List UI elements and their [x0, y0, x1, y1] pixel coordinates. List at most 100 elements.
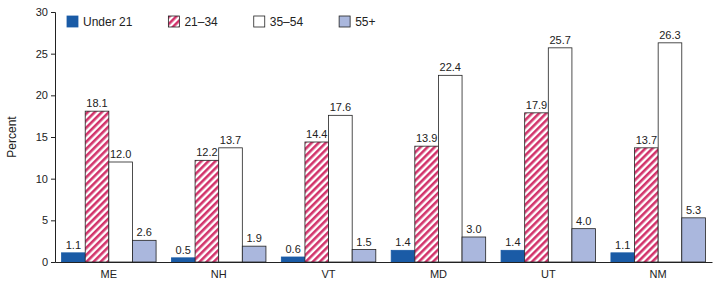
data-label: 1.1	[615, 239, 630, 251]
y-tick-label: 0	[42, 256, 48, 268]
x-tick-label: NM	[650, 268, 667, 280]
x-tick-label: VT	[322, 268, 336, 280]
x-tick-label: NH	[211, 268, 227, 280]
y-tick-label: 10	[36, 173, 48, 185]
data-label: 12.0	[110, 148, 131, 160]
data-label: 13.7	[636, 134, 657, 146]
x-tick: NM	[650, 268, 667, 280]
y-axis: 0 5 10 15 20 25 30	[36, 6, 56, 268]
data-label: 0.6	[285, 243, 300, 255]
bar	[281, 257, 305, 262]
x-tick-label: UT	[541, 268, 556, 280]
x-tick: NH	[211, 268, 227, 280]
legend-swatch	[339, 16, 350, 27]
legend-label: 21–34	[184, 15, 218, 29]
bar	[352, 250, 376, 263]
bar	[391, 250, 415, 262]
data-label: 12.2	[196, 146, 217, 158]
data-label: 1.4	[505, 236, 520, 248]
legend: Under 21 21–34 35–54 55+	[67, 15, 375, 29]
y-tick-mark	[51, 12, 55, 13]
bar	[109, 162, 133, 262]
y-tick: 20	[36, 89, 55, 101]
data-label: 1.9	[246, 232, 261, 244]
bar	[62, 253, 86, 262]
y-tick: 0	[42, 256, 55, 268]
bar	[635, 148, 659, 262]
bar	[132, 240, 156, 262]
legend-label: 55+	[355, 15, 375, 29]
data-label: 4.0	[576, 215, 591, 227]
data-label: 13.7	[220, 134, 241, 146]
x-tick: ME	[101, 268, 118, 280]
legend-label: 35–54	[270, 15, 304, 29]
bars	[62, 43, 706, 262]
y-tick-label: 15	[36, 131, 48, 143]
bar	[438, 75, 462, 262]
chart: 1.1 0.5 0.6 1.4 1.4 1.1 18.1 12.2 14.4 13.9 17.9 13…	[0, 0, 720, 301]
data-label: 25.7	[549, 34, 570, 46]
y-tick-mark	[51, 262, 55, 263]
data-label: 1.1	[66, 239, 81, 251]
data-label: 0.5	[176, 244, 191, 256]
data-label: 17.9	[526, 99, 547, 111]
data-label: 18.1	[86, 97, 107, 109]
data-label: 3.0	[466, 223, 481, 235]
data-label: 13.9	[416, 132, 437, 144]
y-axis-title: Percent	[5, 116, 19, 158]
bar	[572, 229, 596, 262]
data-labels: 1.1 0.5 0.6 1.4 1.4 1.1 18.1 12.2 14.4 13.9 17.9 13…	[66, 29, 701, 256]
bar	[85, 111, 109, 262]
x-tick: VT	[322, 268, 336, 280]
bar	[525, 113, 549, 262]
data-label: 1.5	[356, 236, 371, 248]
bar	[219, 148, 243, 262]
y-tick: 25	[36, 48, 55, 60]
bar	[329, 115, 353, 262]
data-label: 1.4	[395, 236, 410, 248]
bar	[305, 142, 329, 262]
legend-item: Under 21	[67, 15, 133, 29]
legend-item: 21–34	[168, 15, 218, 29]
bar	[658, 43, 682, 262]
x-axis: ME NH VT MD UT NM	[56, 263, 713, 280]
bar	[462, 237, 486, 262]
legend-label: Under 21	[83, 15, 133, 29]
x-tick-label: ME	[101, 268, 118, 280]
data-label: 26.3	[659, 29, 680, 41]
legend-item: 55+	[339, 15, 375, 29]
y-tick: 5	[42, 214, 55, 226]
data-label: 2.6	[137, 226, 152, 238]
y-tick-mark	[51, 179, 55, 180]
bar	[242, 246, 266, 262]
y-tick-mark	[51, 95, 55, 96]
y-tick-mark	[51, 54, 55, 55]
y-tick: 10	[36, 173, 55, 185]
y-tick-label: 25	[36, 48, 48, 60]
data-label: 5.3	[686, 204, 701, 216]
data-label: 22.4	[440, 61, 461, 73]
bar	[548, 48, 572, 262]
legend-swatch	[67, 16, 78, 27]
bar	[682, 218, 706, 262]
y-tick-label: 5	[42, 214, 48, 226]
legend-swatch	[254, 16, 265, 27]
data-label: 14.4	[306, 128, 327, 140]
x-tick-label: MD	[430, 268, 447, 280]
bar	[501, 250, 525, 262]
y-tick: 15	[36, 131, 55, 143]
x-tick: UT	[541, 268, 556, 280]
x-axis-line	[56, 262, 713, 263]
y-tick: 30	[36, 6, 55, 18]
bar	[415, 146, 439, 262]
bar	[171, 258, 195, 262]
data-label: 17.6	[330, 101, 351, 113]
y-tick-label: 30	[36, 6, 48, 18]
y-axis-line	[51, 13, 56, 263]
bar	[195, 160, 219, 262]
legend-swatch	[168, 16, 179, 27]
legend-item: 35–54	[254, 15, 304, 29]
y-tick-mark	[51, 220, 55, 221]
x-tick: MD	[430, 268, 447, 280]
y-tick-mark	[51, 137, 55, 138]
